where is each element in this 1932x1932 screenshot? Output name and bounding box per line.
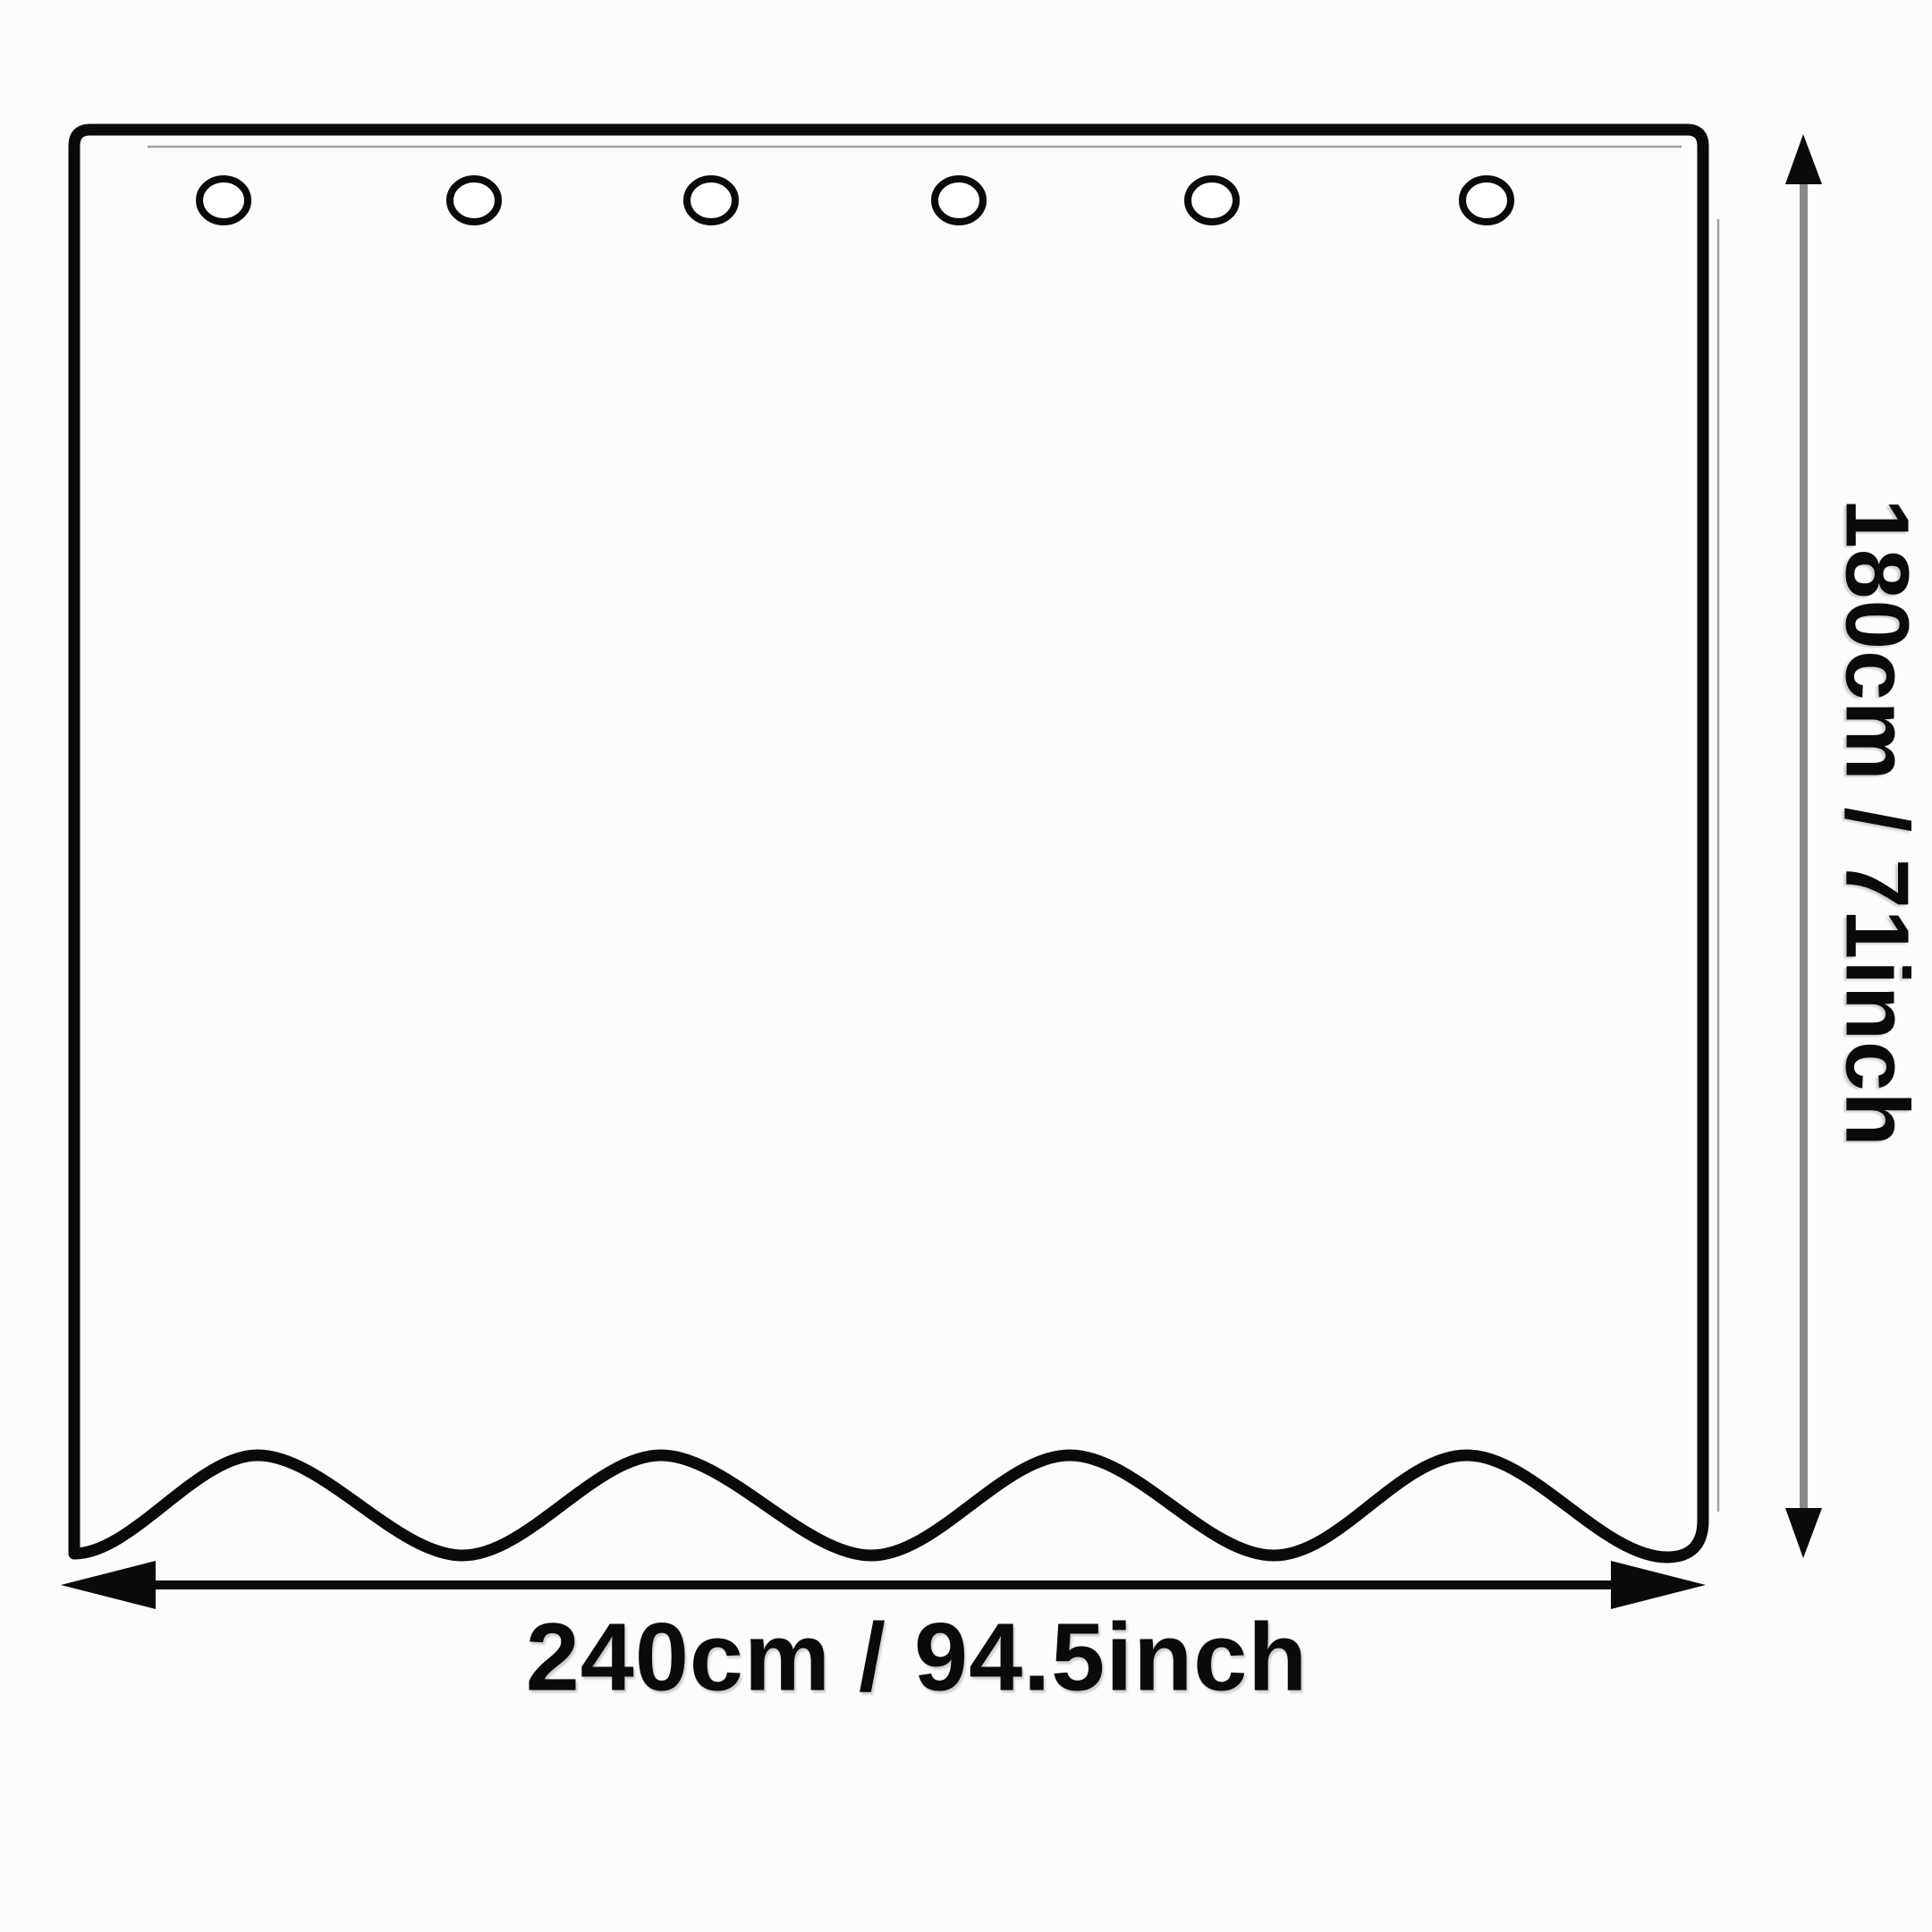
arrow-right-icon xyxy=(1611,1561,1706,1609)
grommet-icon xyxy=(1459,175,1514,225)
arrow-up-icon xyxy=(1785,134,1822,184)
grommet-icon xyxy=(1184,175,1240,225)
arrow-down-icon xyxy=(1785,1508,1822,1558)
grommet-icon xyxy=(446,175,502,225)
height-arrow xyxy=(1785,134,1822,1558)
height-label: 180cm / 71inch xyxy=(1826,498,1928,1148)
arrow-left-icon xyxy=(61,1561,156,1609)
height-arrow-shaft xyxy=(1800,181,1808,1510)
curtain-outline xyxy=(68,123,1709,1563)
width-arrow xyxy=(61,1561,1706,1609)
grommet-icon xyxy=(931,175,987,225)
grommet-icon xyxy=(683,175,739,225)
grommet-icon xyxy=(196,175,251,225)
width-label: 240cm / 94.5inch xyxy=(525,1602,1309,1711)
